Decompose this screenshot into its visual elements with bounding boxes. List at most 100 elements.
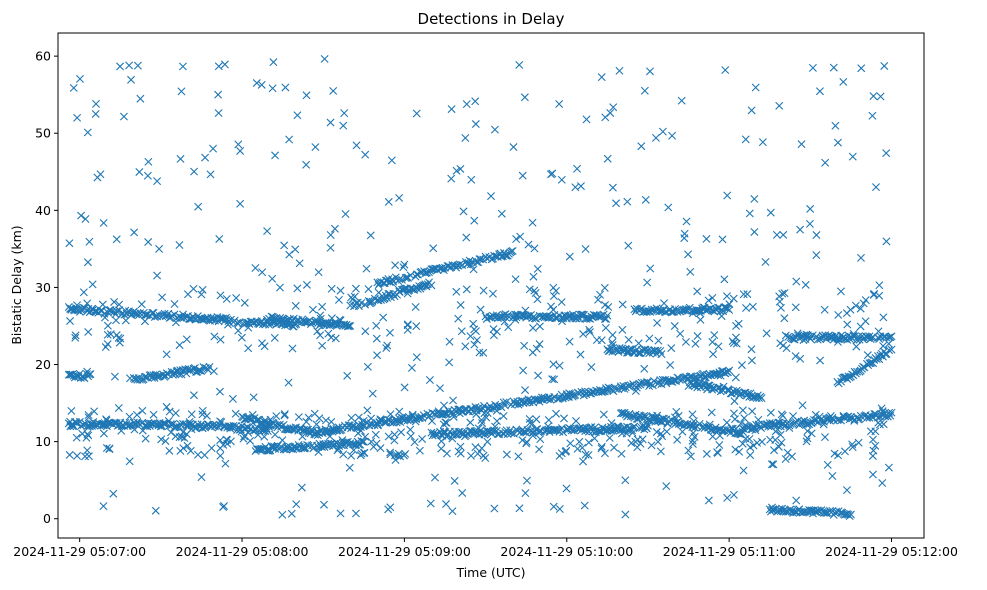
data-point (102, 415, 111, 424)
data-point (504, 323, 513, 332)
data-point (293, 284, 302, 293)
data-point (148, 308, 157, 317)
data-point (324, 329, 333, 338)
data-point (408, 410, 417, 419)
data-point (819, 508, 828, 517)
data-point (226, 424, 235, 433)
data-point (579, 457, 588, 466)
data-point (284, 378, 293, 387)
data-point (642, 348, 651, 357)
data-point (840, 447, 849, 456)
data-point (729, 339, 738, 348)
data-point (473, 449, 482, 458)
data-point (171, 422, 180, 431)
data-point (456, 300, 465, 309)
data-point (216, 291, 225, 300)
data-point (291, 301, 300, 310)
data-point (730, 388, 739, 397)
data-point (597, 444, 606, 453)
data-point (345, 463, 354, 472)
data-point (455, 260, 464, 269)
data-point (295, 259, 304, 268)
data-point (634, 348, 643, 357)
data-point (327, 314, 336, 323)
data-point (522, 428, 531, 437)
data-point (798, 401, 807, 410)
data-point (112, 307, 121, 316)
data-point (140, 373, 149, 381)
data-point (624, 241, 633, 250)
data-point (723, 493, 732, 502)
data-point (391, 451, 400, 460)
data-point (781, 331, 790, 340)
data-point (65, 450, 74, 459)
x-tick-label: 2024-11-29 05:07:00 (13, 544, 146, 559)
data-point (780, 314, 789, 323)
data-point (321, 318, 330, 327)
data-point (327, 284, 336, 293)
data-point (842, 486, 851, 495)
data-point (623, 197, 632, 206)
data-point (280, 241, 289, 250)
data-point (177, 432, 186, 441)
data-point (610, 443, 619, 452)
data-point (281, 83, 290, 92)
data-point (215, 234, 224, 243)
data-point (774, 442, 783, 451)
data-point (86, 370, 95, 379)
data-point (91, 109, 100, 118)
x-tick-label: 2024-11-29 05:09:00 (338, 544, 471, 559)
data-point (272, 412, 281, 421)
data-point (627, 439, 636, 448)
data-point (797, 140, 806, 149)
data-point (489, 325, 498, 334)
data-point (198, 410, 207, 419)
data-point (448, 507, 457, 516)
data-point (341, 209, 350, 218)
data-point (565, 252, 574, 261)
data-point (170, 300, 179, 309)
data-point (418, 434, 427, 443)
data-point (251, 264, 260, 272)
data-point (531, 289, 540, 298)
data-point (357, 449, 366, 458)
data-point (879, 313, 888, 322)
data-point (437, 444, 446, 453)
data-point (68, 421, 77, 430)
data-point (77, 211, 86, 220)
data-point (436, 384, 444, 393)
data-point (110, 297, 119, 306)
data-point (214, 109, 223, 118)
data-point (361, 327, 370, 336)
data-point (284, 425, 293, 434)
data-point (511, 275, 520, 284)
data-point (748, 302, 757, 311)
data-point (846, 510, 855, 519)
data-point (719, 382, 728, 391)
data-point (479, 286, 488, 295)
x-tick-label: 2024-11-29 05:10:00 (500, 544, 633, 559)
data-point (336, 286, 345, 295)
data-point (304, 413, 313, 422)
data-point (482, 413, 491, 422)
data-point (73, 451, 82, 460)
data-point (693, 332, 702, 341)
data-point (263, 420, 272, 429)
data-point (799, 336, 808, 345)
data-point (532, 314, 541, 323)
data-point (767, 460, 776, 469)
data-point (182, 335, 191, 344)
data-point (155, 244, 164, 253)
data-point (594, 312, 603, 321)
data-point (572, 416, 581, 425)
data-point (133, 61, 142, 70)
data-point (839, 77, 848, 86)
data-point (214, 62, 223, 71)
data-point (647, 441, 656, 450)
data-point (515, 504, 524, 513)
data-point (240, 432, 249, 441)
data-point (641, 195, 650, 204)
data-point (646, 264, 655, 273)
data-point (462, 100, 471, 109)
data-point (502, 450, 511, 459)
